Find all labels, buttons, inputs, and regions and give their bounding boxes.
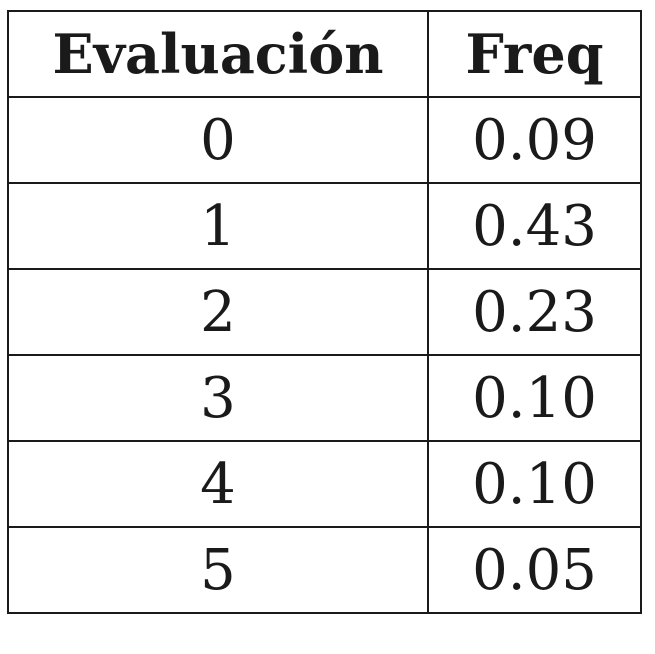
table-row: 1 0.43 [7, 182, 642, 270]
cell-freq: 0.10 [427, 354, 642, 442]
cell-evaluacion: 4 [7, 440, 429, 528]
cell-evaluacion: 3 [7, 354, 429, 442]
cell-freq: 0.23 [427, 268, 642, 356]
table-row: 0 0.09 [7, 96, 642, 184]
header-freq: Freq [427, 10, 642, 98]
header-row: Evaluación Freq [7, 10, 642, 98]
cell-evaluacion: 5 [7, 526, 429, 614]
table-row: 2 0.23 [7, 268, 642, 356]
cell-evaluacion: 2 [7, 268, 429, 356]
frequency-table: Evaluación Freq 0 0.09 1 0.43 2 0.23 3 0… [7, 10, 642, 614]
cell-evaluacion: 1 [7, 182, 429, 270]
cell-evaluacion: 0 [7, 96, 429, 184]
cell-freq: 0.05 [427, 526, 642, 614]
header-evaluacion: Evaluación [7, 10, 429, 98]
table-row: 5 0.05 [7, 526, 642, 614]
table-body: 0 0.09 1 0.43 2 0.23 3 0.10 4 0.10 5 0.0… [7, 96, 642, 614]
cell-freq: 0.10 [427, 440, 642, 528]
cell-freq: 0.43 [427, 182, 642, 270]
table-row: 3 0.10 [7, 354, 642, 442]
table-header: Evaluación Freq [7, 10, 642, 98]
table-row: 4 0.10 [7, 440, 642, 528]
cell-freq: 0.09 [427, 96, 642, 184]
